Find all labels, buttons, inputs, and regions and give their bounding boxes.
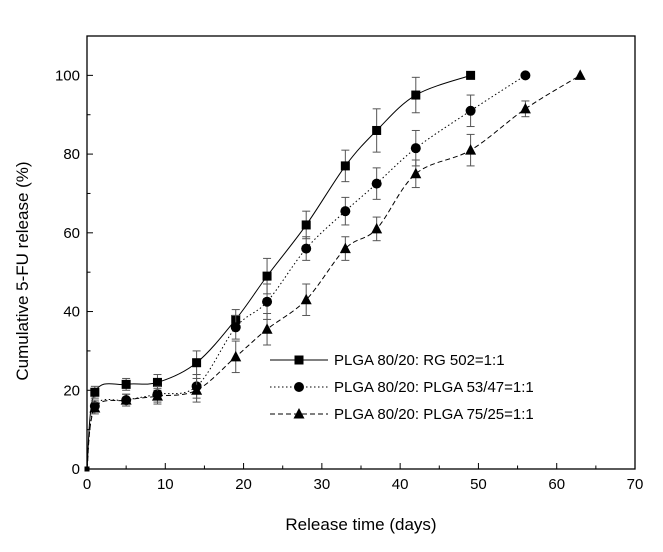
plot-area: 0 10 20 30 40 50 60 70 0 20 40 60 80 100 PLGA 80/20: R…: [55, 35, 644, 493]
series-1-point: [372, 125, 382, 135]
x-tick-label: 30: [314, 476, 331, 493]
series-3-point: [371, 222, 383, 234]
series-3-point: [574, 69, 586, 80]
series-3-point: [300, 293, 312, 305]
x-tick-label: 70: [627, 476, 644, 493]
series-3-point: [120, 394, 132, 405]
y-tick-label: 80: [63, 146, 80, 163]
series-2-point: [340, 206, 351, 217]
series-3-point: [151, 390, 163, 401]
series-1-point: [466, 70, 476, 80]
origin-point: [84, 466, 90, 472]
legend-label-3: PLGA 80/20: PLGA 75/25=1:1: [334, 406, 534, 423]
series-1-point: [411, 90, 421, 100]
series-2-point: [465, 105, 476, 116]
y-tick-label: 0: [72, 461, 80, 478]
legend-marker-2: [294, 382, 304, 392]
legend-marker-1: [294, 355, 304, 365]
series-3-point: [261, 323, 273, 334]
series-2-point: [301, 243, 312, 254]
x-tick-label: 50: [470, 476, 487, 493]
series-1-point: [192, 358, 202, 368]
legend-label-1: PLGA 80/20: RG 502=1:1: [334, 352, 505, 369]
series-2-point: [520, 70, 531, 81]
y-axis-title: Cumulative 5-FU release (%): [13, 161, 32, 380]
legend-marker-3: [293, 408, 305, 419]
series-3-point: [410, 167, 422, 179]
x-tick-label: 20: [235, 476, 252, 493]
series-1-point: [301, 220, 311, 230]
y-tick-label: 20: [63, 382, 80, 399]
series-1-point: [152, 377, 162, 387]
series-3-point: [519, 102, 531, 114]
series-3-point: [191, 384, 203, 395]
series-3-point: [89, 401, 101, 413]
series-3-point: [230, 350, 242, 362]
series-3-point: [339, 242, 351, 254]
y-tick-label: 40: [63, 304, 80, 321]
plot-frame: [86, 35, 636, 470]
series-1-point: [90, 387, 100, 397]
series-2-point: [230, 322, 241, 333]
y-tick-label: 60: [63, 225, 80, 242]
series-2-point: [410, 143, 421, 154]
series-2-point: [371, 178, 382, 189]
legend-label-2: PLGA 80/20: PLGA 53/47=1:1: [334, 379, 534, 396]
y-tick-label: 100: [55, 67, 80, 84]
series-1-point: [262, 271, 272, 281]
series-1-point: [340, 161, 350, 171]
series-3-point: [465, 144, 477, 155]
series-2-point: [262, 296, 273, 307]
x-tick-label: 0: [83, 476, 91, 493]
x-tick-label: 40: [392, 476, 409, 493]
x-tick-label: 10: [157, 476, 174, 493]
x-axis-title: Release time (days): [285, 515, 436, 534]
series-1-point: [121, 379, 131, 389]
x-tick-label: 60: [548, 476, 565, 493]
